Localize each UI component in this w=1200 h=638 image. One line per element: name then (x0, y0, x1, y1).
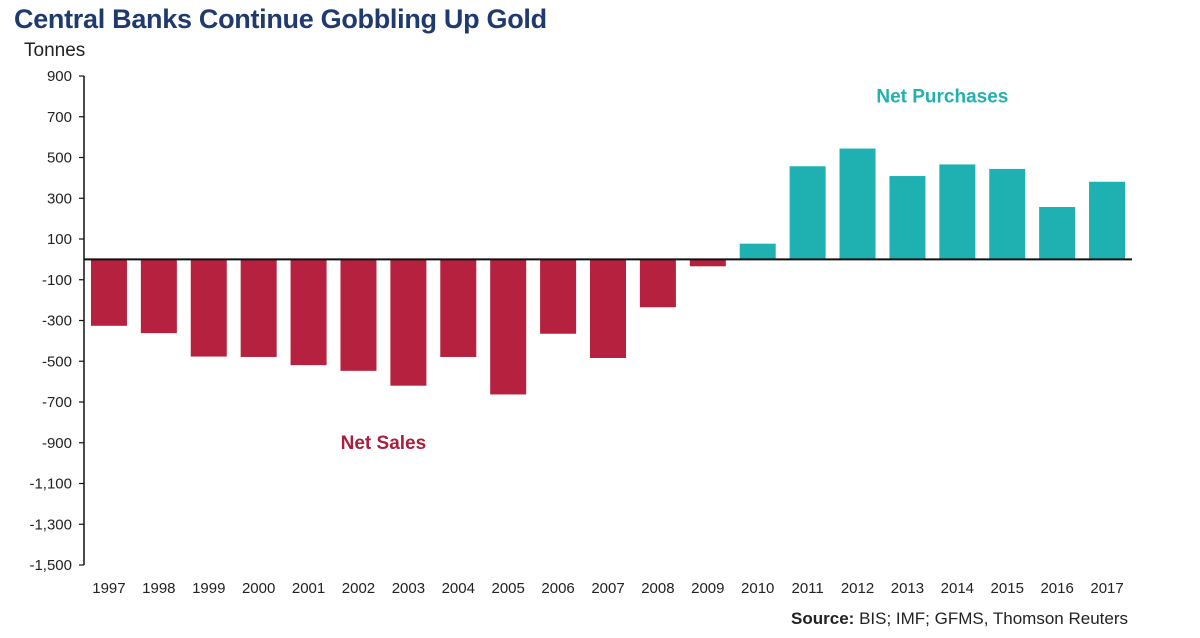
x-tick-label: 2017 (1090, 580, 1123, 597)
y-tick-label: -700 (42, 394, 72, 411)
bar-2004 (440, 259, 477, 357)
y-tick-label: -100 (42, 272, 72, 289)
x-tick-label: 2016 (1040, 580, 1073, 597)
bar-2006 (540, 259, 577, 334)
x-tick-label: 2011 (791, 580, 823, 597)
y-tick-label: 700 (47, 109, 72, 126)
x-tick-label: 2000 (242, 580, 275, 597)
bar-2000 (240, 259, 277, 357)
x-tick-label: 2001 (292, 580, 325, 597)
bar-2003 (390, 259, 427, 386)
source-text: BIS; IMF; GFMS, Thomson Reuters (854, 609, 1128, 628)
bar-2013 (889, 176, 926, 260)
x-tick-label: 2006 (541, 580, 574, 597)
bar-1998 (140, 259, 177, 334)
y-tick-label: -1,300 (29, 516, 72, 533)
bar-2017 (1089, 181, 1126, 260)
x-tick-label: 2013 (891, 580, 924, 597)
x-tick-label: 2012 (841, 580, 874, 597)
bar-2005 (490, 259, 527, 395)
x-tick-label: 2004 (442, 580, 475, 597)
bars-group (90, 148, 1126, 395)
y-tick-label: -1,500 (29, 557, 72, 574)
bar-2011 (789, 166, 826, 260)
bar-2016 (1039, 207, 1076, 260)
source-label: Source: (791, 609, 855, 628)
y-axis: 900 700 500 300 100 -100 -300 -500 -700 -900 -1,10… (29, 68, 85, 574)
bar-1999 (190, 259, 227, 357)
bar-2012 (839, 148, 876, 260)
chart-title: Central Banks Continue Gobbling Up Gold (14, 4, 547, 34)
x-tick-label: 2005 (492, 580, 525, 597)
y-tick-label: -300 (42, 313, 72, 330)
x-tick-label: 1997 (92, 580, 125, 597)
net-sales-annotation: Net Sales (341, 433, 427, 454)
x-tick-label: 2007 (591, 580, 624, 597)
x-tick-label: 2010 (741, 580, 774, 597)
y-tick-label: 900 (47, 68, 72, 85)
x-tick-label: 2008 (641, 580, 674, 597)
bar-2001 (290, 259, 327, 366)
y-tick-label: -1,100 (29, 476, 72, 493)
x-tick-label: 2014 (941, 580, 974, 597)
y-tick-label: -500 (42, 353, 72, 370)
x-tick-label: 1999 (192, 580, 225, 597)
bar-2002 (340, 259, 377, 371)
x-tick-label: 2009 (691, 580, 724, 597)
bar-2007 (590, 259, 626, 358)
bar-2008 (639, 259, 676, 308)
x-tick-label: 2015 (991, 580, 1024, 597)
bar-1997 (90, 259, 127, 326)
x-axis: 1997 1998 1999 2000 2001 2002 2003 2004 2005 2006… (92, 580, 1123, 597)
y-tick-label: 100 (47, 231, 72, 248)
x-tick-label: 2003 (392, 580, 425, 597)
y-tick-label: 500 (47, 150, 72, 167)
bar-2014 (939, 164, 976, 260)
y-axis-unit-label: Tonnes (24, 40, 86, 61)
source-note: Source: BIS; IMF; GFMS, Thomson Reuters (791, 609, 1128, 629)
bar-2009 (689, 259, 726, 267)
bar-2010 (739, 243, 776, 260)
x-tick-label: 2002 (342, 580, 375, 597)
y-tick-label: 300 (47, 190, 72, 207)
y-tick-label: -900 (42, 435, 72, 452)
net-purchases-annotation: Net Purchases (876, 86, 1008, 107)
bar-2015 (989, 168, 1026, 260)
x-tick-label: 1998 (142, 580, 175, 597)
